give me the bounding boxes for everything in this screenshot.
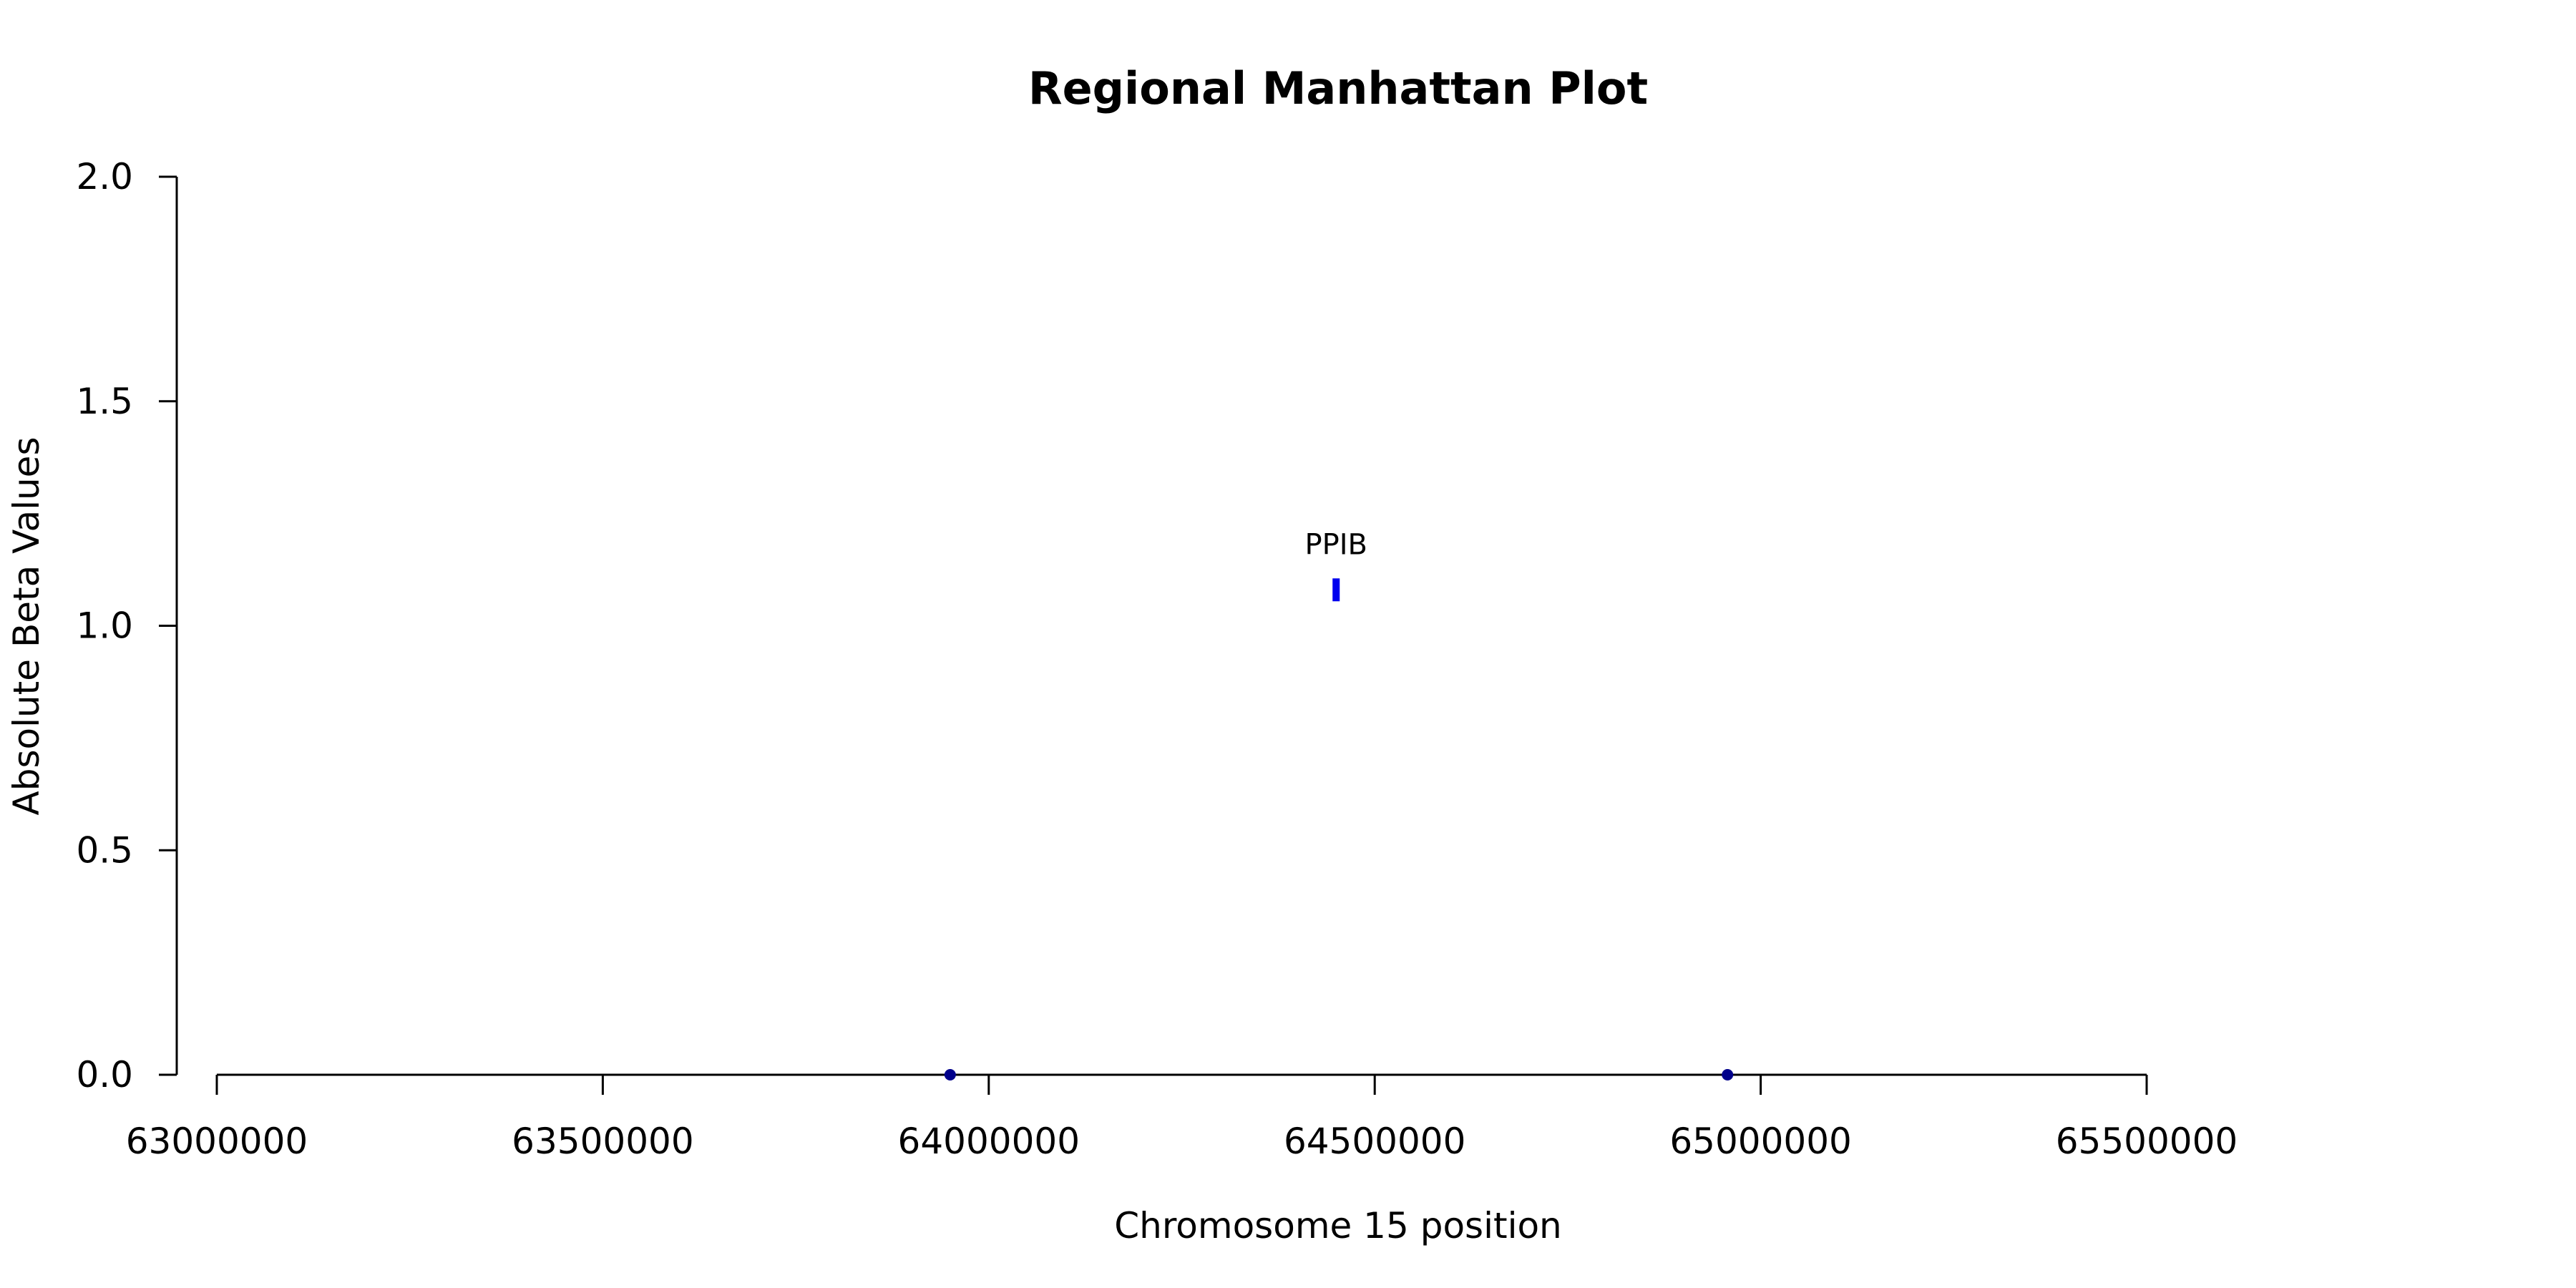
y-axis-ticks: 0.0 0.5 1.0 1.5 2.0 [76, 156, 177, 1096]
x-axis-label: Chromosome 15 position [1114, 1205, 1562, 1246]
y-tick-label: 1.0 [76, 605, 133, 647]
y-tick-label: 2.0 [76, 156, 133, 197]
y-axis-label: Absolute Beta Values [6, 437, 47, 816]
data-point [1722, 1069, 1734, 1080]
data-point [1332, 578, 1340, 602]
data-point [944, 1069, 956, 1080]
x-axis-ticks: 63000000 63500000 64000000 64500000 65000000… [126, 1075, 2238, 1162]
x-tick-label: 64500000 [1284, 1121, 1466, 1162]
y-tick-label: 0.0 [76, 1054, 133, 1096]
x-tick-label: 64000000 [898, 1121, 1080, 1162]
x-tick-label: 65500000 [2056, 1121, 2238, 1162]
x-tick-label: 63000000 [126, 1121, 308, 1162]
annotations: PPIB [1305, 528, 1367, 561]
x-tick-label: 65000000 [1669, 1121, 1852, 1162]
data-points [944, 578, 1734, 1080]
y-tick-label: 1.5 [76, 381, 133, 422]
chart-title: Regional Manhattan Plot [1028, 62, 1648, 114]
x-tick-label: 63500000 [512, 1121, 694, 1162]
gene-label: PPIB [1305, 528, 1367, 561]
y-tick-label: 0.5 [76, 829, 133, 871]
